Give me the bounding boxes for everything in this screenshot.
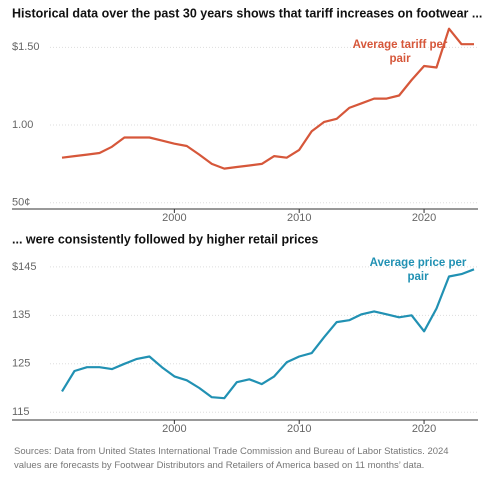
- series-label: Average tariff per pair: [352, 39, 448, 65]
- data-line: [61, 268, 475, 400]
- y-tick-label: 1.00: [12, 119, 33, 131]
- x-tick-label: 2010: [287, 212, 311, 224]
- x-tick-label: 2010: [287, 423, 311, 435]
- chart-title: ... were consistently followed by higher…: [12, 232, 318, 246]
- y-tick-label: 135: [12, 309, 30, 321]
- y-tick-label: $1.50: [12, 41, 40, 53]
- source-note: Sources: Data from United States Interna…: [14, 446, 449, 471]
- y-tick-label: 50¢: [12, 197, 30, 209]
- x-tick-label: 2000: [162, 212, 186, 224]
- x-tick-label: 2020: [412, 212, 436, 224]
- series-annotation: Average price per pair: [369, 257, 467, 283]
- chart-title: Historical data over the past 30 years s…: [12, 6, 482, 20]
- x-tick-label: 2000: [162, 423, 186, 435]
- series-label: Average price per pair: [369, 257, 467, 283]
- series-annotation: Average tariff per pair: [352, 39, 448, 65]
- y-tick-label: 125: [12, 358, 30, 370]
- charts: Historical data over the past 30 years s…: [12, 6, 482, 435]
- y-tick-label: 115: [12, 406, 30, 418]
- data-line: [61, 27, 474, 170]
- x-tick-label: 2020: [412, 423, 436, 435]
- y-tick-label: $145: [12, 261, 36, 273]
